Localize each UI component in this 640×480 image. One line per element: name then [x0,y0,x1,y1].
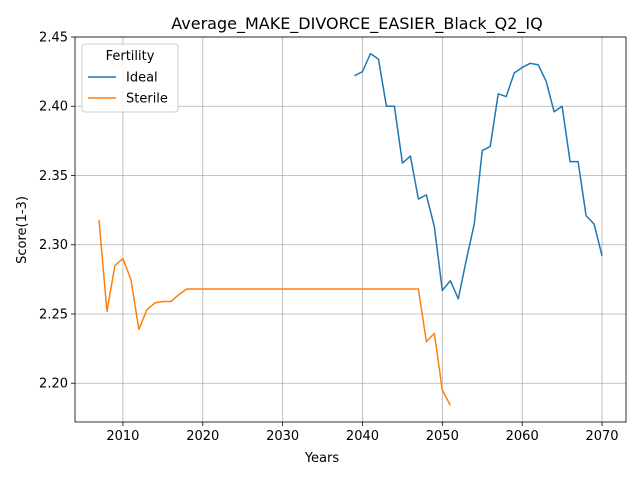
legend-title: Fertility [106,49,155,64]
x-tick-label: 2010 [106,429,139,444]
plot-frame [74,36,627,423]
legend-label-ideal: Ideal [126,71,158,86]
x-axis-label: Years [304,451,340,466]
y-axis-label: Score(1-3) [15,196,30,264]
x-tick-label: 2030 [266,429,299,444]
series-line-sterile [98,219,451,406]
y-tick-label: 2.20 [39,377,68,392]
y-tick-label: 2.30 [39,238,68,253]
x-tick-label: 2040 [346,429,379,444]
y-tick-label: 2.40 [39,100,68,115]
y-tick-label: 2.25 [39,307,68,322]
x-tick-label: 2070 [585,429,618,444]
series-line-ideal [354,52,603,300]
legend-label-sterile: Sterile [126,92,168,107]
x-tick-label: 2050 [426,429,459,444]
legend: Fertility Ideal Sterile [81,43,179,113]
x-tick-label: 2020 [186,429,219,444]
y-tick-label: 2.35 [39,169,68,184]
y-tick-label: 2.45 [39,31,68,46]
legend-box [81,43,179,113]
x-tick-label: 2060 [506,429,539,444]
plot-area: 2010 2020 2030 2040 2050 2060 2070 2.20 2.25 2.30… [39,31,627,444]
chart-title: Average_MAKE_DIVORCE_EASIER_Black_Q2_IQ [171,14,542,34]
